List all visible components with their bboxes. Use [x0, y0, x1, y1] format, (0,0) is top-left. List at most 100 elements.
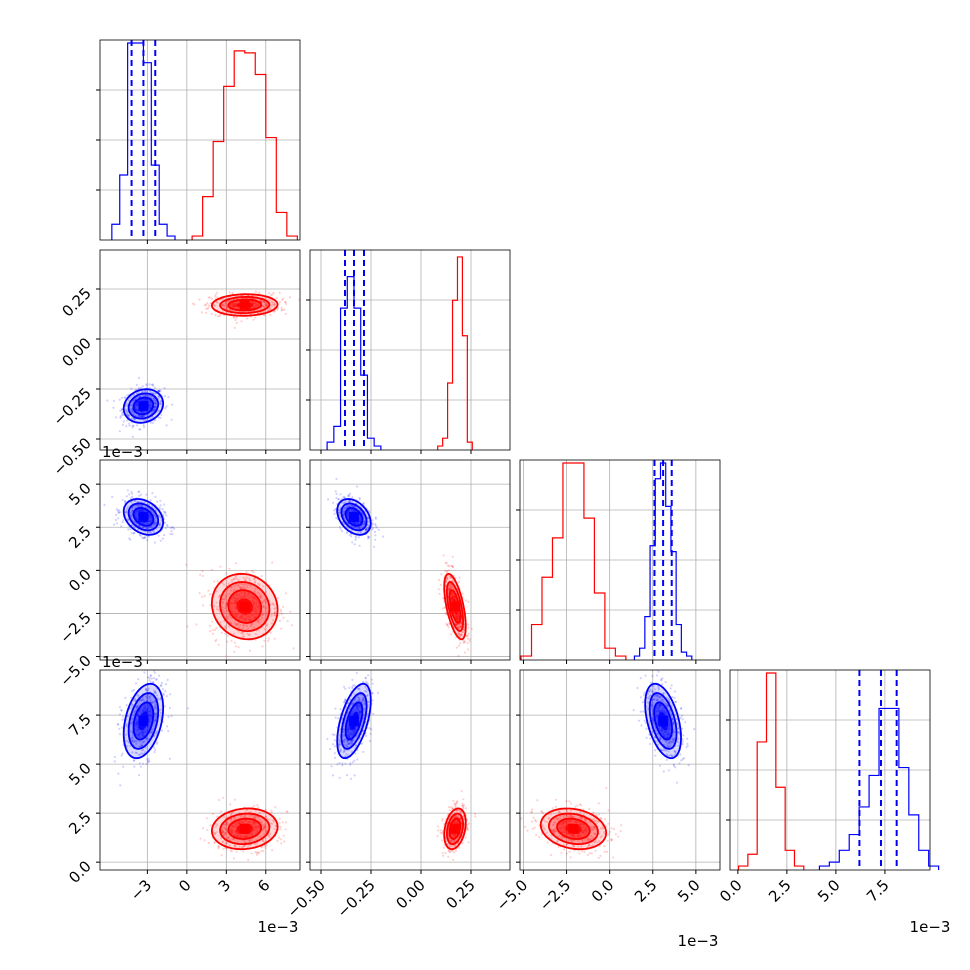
red-point	[241, 845, 244, 848]
blue-contour	[132, 701, 155, 741]
blue-point	[363, 520, 366, 524]
blue-point	[154, 405, 157, 408]
blue-point	[338, 511, 341, 514]
blue-point	[137, 694, 140, 697]
red-point	[224, 303, 227, 306]
blue-point	[154, 516, 157, 519]
red-point	[260, 846, 263, 849]
blue-point	[364, 677, 367, 680]
red-point	[289, 610, 292, 613]
blue-point	[359, 526, 362, 529]
blue-point	[138, 524, 141, 527]
blue-point	[346, 743, 349, 746]
blue-point	[337, 498, 340, 501]
blue-point	[117, 511, 120, 514]
blue-point	[149, 417, 152, 420]
red-point	[222, 304, 225, 307]
red-point	[227, 837, 230, 840]
red-point	[242, 586, 245, 589]
red-point	[207, 841, 210, 845]
blue-point	[127, 528, 130, 531]
blue-point	[153, 670, 156, 672]
blue-point	[125, 412, 129, 415]
blue-point	[146, 676, 150, 679]
red-point	[243, 815, 246, 818]
red-point	[225, 307, 228, 310]
red-point	[269, 307, 272, 310]
blue-point	[139, 415, 142, 418]
blue-contour	[336, 498, 372, 536]
red-point	[233, 622, 237, 625]
red-point	[217, 845, 220, 848]
red-point	[218, 594, 221, 597]
red-point	[243, 624, 246, 627]
red-point	[225, 821, 228, 824]
blue-point	[368, 740, 372, 743]
red-point	[271, 819, 274, 822]
blue-point	[154, 402, 157, 405]
red-point	[250, 811, 253, 814]
blue-point	[333, 512, 336, 516]
red-point	[271, 602, 274, 605]
blue-point	[334, 508, 337, 511]
red-point	[446, 577, 449, 580]
blue-point	[121, 498, 124, 501]
blue-point	[351, 685, 354, 688]
red-point	[270, 613, 273, 616]
red-point	[467, 632, 470, 636]
blue-point	[163, 705, 166, 708]
blue-point	[125, 723, 128, 726]
red-point	[446, 624, 449, 627]
blue-point	[146, 695, 149, 698]
red-point	[252, 816, 255, 819]
blue-point	[349, 762, 352, 765]
red-point	[216, 815, 219, 818]
red-point	[226, 841, 229, 844]
red-point	[230, 616, 233, 619]
blue-point	[158, 389, 162, 392]
blue-point	[135, 742, 138, 745]
red-point	[263, 300, 266, 304]
blue-point	[159, 698, 162, 701]
blue-point	[142, 526, 145, 529]
blue-point	[130, 722, 133, 725]
blue-point	[122, 420, 125, 423]
blue-point	[131, 426, 134, 429]
red-point	[233, 798, 237, 801]
blue-point	[155, 713, 158, 716]
blue-point	[151, 383, 154, 386]
blue-point	[366, 535, 369, 538]
red-point	[216, 605, 219, 608]
blue-point	[153, 704, 156, 707]
blue-point	[362, 502, 365, 505]
red-point	[449, 584, 452, 588]
blue-point	[154, 406, 157, 409]
red-point	[236, 623, 239, 626]
red-point	[252, 571, 255, 574]
red-point	[270, 809, 273, 812]
blue-point	[134, 739, 137, 742]
blue-point	[147, 688, 150, 692]
blue-point	[133, 525, 136, 529]
red-point	[245, 576, 248, 579]
blue-point	[152, 398, 155, 401]
blue-contour	[122, 498, 165, 536]
blue-point	[131, 523, 134, 527]
red-point	[437, 588, 440, 591]
blue-point	[349, 492, 352, 495]
blue-point	[165, 424, 168, 427]
blue-point	[332, 509, 336, 512]
red-point	[234, 562, 238, 565]
blue-point	[339, 528, 342, 531]
blue-point	[333, 745, 336, 748]
panel-frame	[309, 249, 511, 451]
red-point	[253, 816, 257, 820]
blue-point	[133, 759, 136, 762]
red-point	[449, 586, 453, 590]
blue-point	[137, 678, 140, 681]
red-point	[255, 851, 258, 854]
blue-point	[362, 696, 365, 700]
blue-point	[133, 412, 136, 415]
blue-point	[125, 739, 128, 742]
